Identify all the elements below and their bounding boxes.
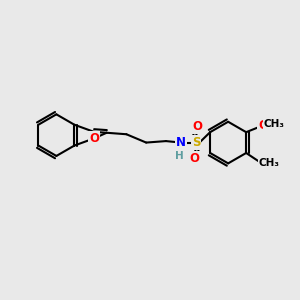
Text: O: O	[258, 118, 268, 131]
Text: O: O	[89, 132, 99, 145]
Text: CH₃: CH₃	[259, 158, 280, 168]
Text: CH₃: CH₃	[264, 119, 285, 129]
Text: S: S	[192, 136, 200, 149]
Text: H: H	[175, 151, 184, 160]
Text: O: O	[192, 120, 203, 133]
Text: N: N	[176, 136, 186, 149]
Text: O: O	[189, 152, 200, 165]
